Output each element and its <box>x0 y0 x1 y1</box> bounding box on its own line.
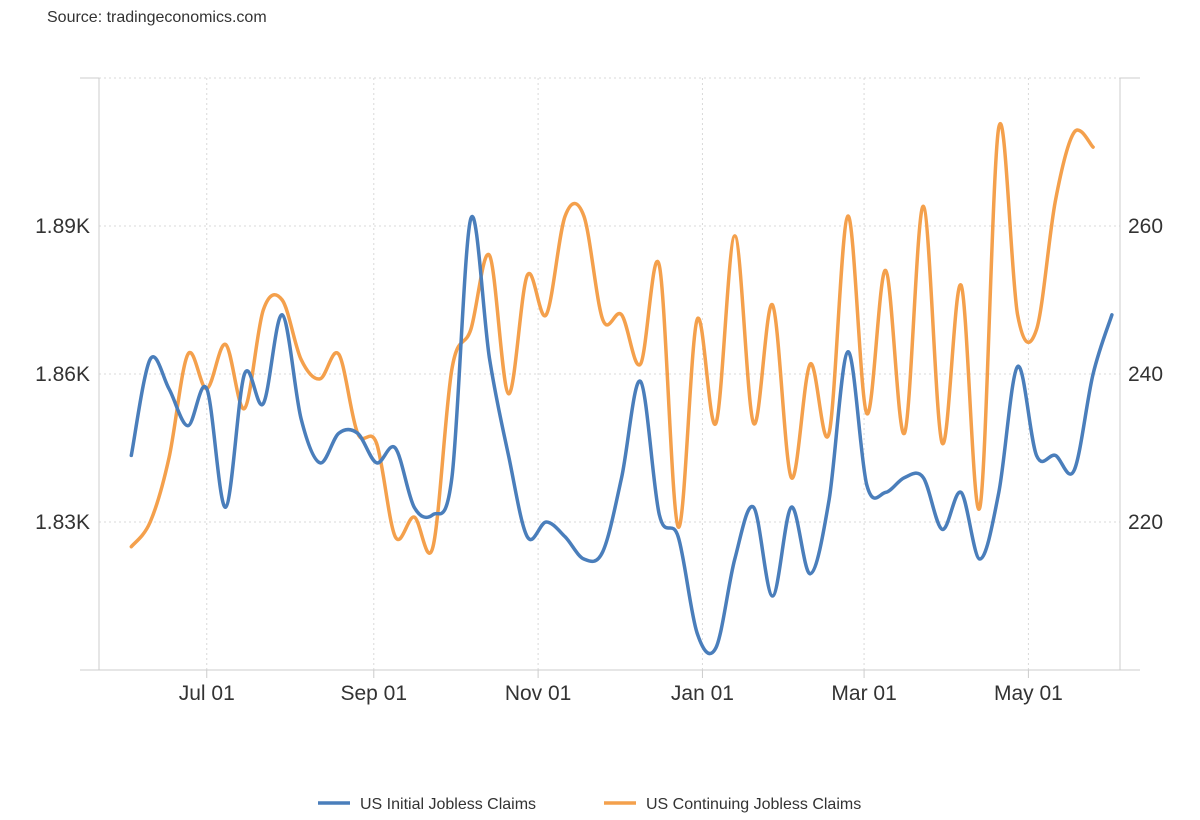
tick-labels: 1.83K 1.86K 1.89K 220 240 260 Jul 01 Sep 01 Nov … <box>35 215 1163 705</box>
source-label: Source: tradingeconomics.com <box>47 9 267 26</box>
x-tick-label: Jan 01 <box>671 682 734 705</box>
legend-label: US Initial Jobless Claims <box>360 796 536 813</box>
legend-label: US Continuing Jobless Claims <box>646 796 861 813</box>
y-right-tick-label: 220 <box>1128 511 1163 534</box>
legend: US Initial Jobless Claims US Continuing J… <box>318 796 861 813</box>
continuing-claims-line <box>129 122 1095 555</box>
initial-claims-line <box>129 214 1114 656</box>
axes <box>80 77 1140 678</box>
y-left-tick-label: 1.83K <box>35 511 90 534</box>
x-tick-label: Nov 01 <box>505 682 572 705</box>
y-left-tick-label: 1.86K <box>35 363 90 386</box>
x-tick-label: Mar 01 <box>831 682 896 705</box>
x-tick-label: May 01 <box>994 682 1063 705</box>
x-tick-label: Sep 01 <box>340 682 407 705</box>
series-lines <box>129 122 1114 656</box>
y-left-tick-label: 1.89K <box>35 215 90 238</box>
y-right-tick-label: 260 <box>1128 215 1163 238</box>
y-right-tick-label: 240 <box>1128 363 1163 386</box>
x-tick-label: Jul 01 <box>179 682 235 705</box>
